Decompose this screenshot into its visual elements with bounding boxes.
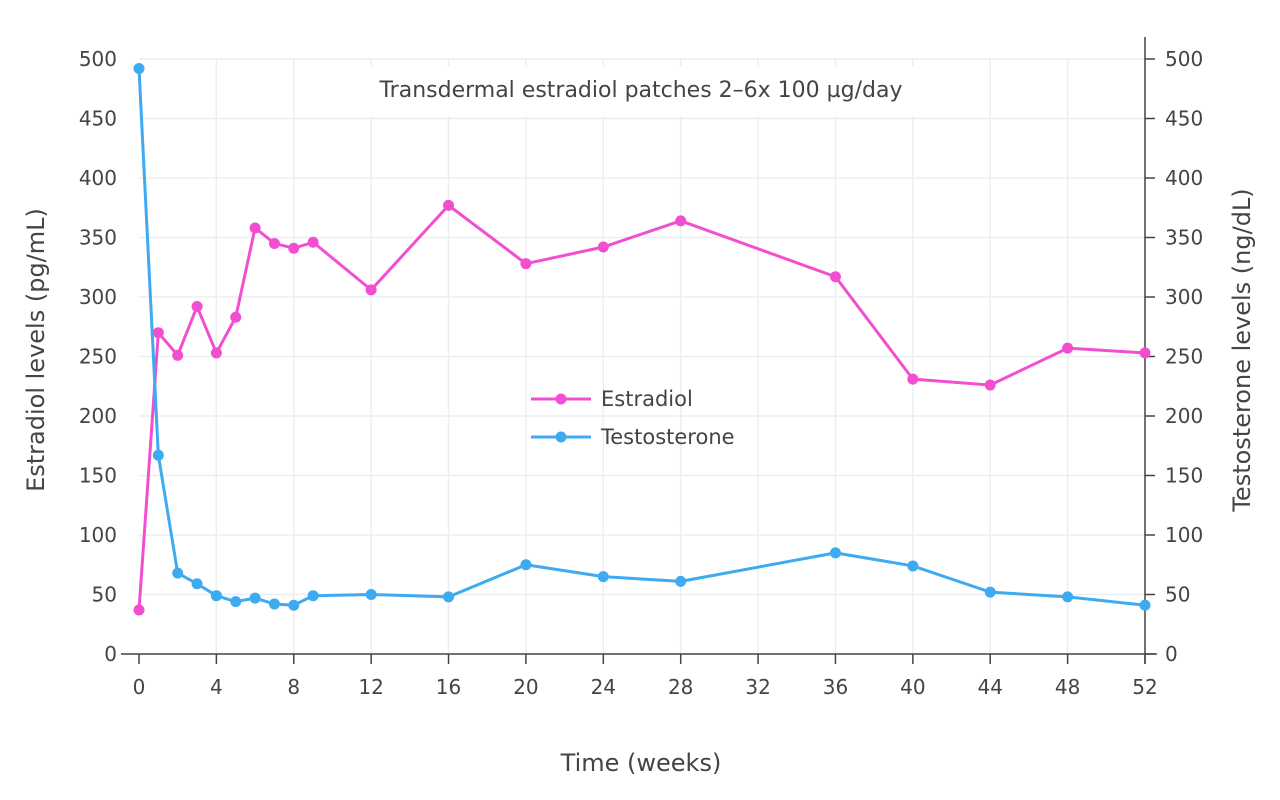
estradiol-point[interactable] (1139, 347, 1151, 359)
testosterone-point[interactable] (288, 599, 300, 611)
y2-axis-title: Testosterone levels (ng/dL) (1228, 188, 1256, 512)
testosterone-point[interactable] (152, 449, 164, 461)
y-axis-title: Estradiol levels (pg/mL) (22, 208, 50, 492)
y-tick-label: 350 (79, 226, 117, 250)
estradiol-point[interactable] (210, 347, 222, 359)
x-tick-label: 32 (745, 675, 770, 699)
testosterone-point[interactable] (520, 559, 532, 571)
estradiol-line (137, 203, 1146, 611)
testosterone-point[interactable] (365, 589, 377, 600)
x-tick-label: 16 (436, 675, 461, 699)
x-tick-label: 24 (591, 675, 616, 699)
y-tick-label: 100 (79, 523, 117, 547)
y-tick-label: 0 (104, 642, 117, 666)
estradiol-point[interactable] (172, 349, 184, 361)
legend-item-estradiol[interactable]: Estradiol (531, 387, 693, 411)
estradiol-point[interactable] (307, 236, 319, 248)
x-tick-label: 12 (358, 675, 383, 699)
testosterone-point[interactable] (249, 592, 261, 604)
estradiol-point[interactable] (191, 301, 203, 313)
legend-item-testosterone[interactable]: Testosterone (531, 425, 735, 449)
y2-tick-label: 450 (1165, 107, 1203, 131)
legend-swatch-marker (555, 431, 567, 443)
legend-swatch-marker (555, 393, 567, 405)
estradiol-point[interactable] (152, 327, 164, 339)
estradiol-point[interactable] (984, 379, 996, 391)
y-tick-label: 150 (79, 464, 117, 488)
y-tick-label: 450 (79, 107, 117, 131)
estradiol-point[interactable] (829, 271, 841, 283)
estradiol-point[interactable] (443, 199, 455, 211)
estradiol-point[interactable] (249, 222, 261, 234)
testosterone-point[interactable] (597, 571, 609, 583)
grid (139, 58, 1145, 654)
x-axis-title: Time (weeks) (560, 749, 722, 777)
y2-tick-label: 150 (1165, 464, 1203, 488)
testosterone-point[interactable] (230, 596, 242, 608)
y2-tick-label: 250 (1165, 345, 1203, 369)
x-tick-label: 36 (823, 675, 848, 699)
y-tick-label: 500 (79, 47, 117, 71)
testosterone-point[interactable] (268, 598, 280, 610)
estradiol-point[interactable] (1062, 342, 1074, 354)
y2-tick-label: 0 (1165, 642, 1178, 666)
y2-tick-label: 300 (1165, 285, 1203, 309)
testosterone-series (133, 63, 1151, 611)
testosterone-point[interactable] (443, 591, 455, 603)
estradiol-point[interactable] (230, 311, 242, 323)
estradiol-point[interactable] (288, 242, 300, 254)
estradiol-point[interactable] (675, 215, 687, 227)
legend-label: Testosterone (600, 425, 735, 449)
estradiol-point[interactable] (907, 373, 919, 385)
estradiol-point[interactable] (268, 237, 280, 249)
y2-tick-label: 50 (1165, 583, 1190, 607)
chart-title: Transdermal estradiol patches 2–6x 100 µ… (378, 78, 902, 103)
testosterone-point[interactable] (984, 586, 996, 598)
testosterone-point[interactable] (1139, 599, 1151, 611)
y-tick-label: 250 (79, 345, 117, 369)
x-tick-label: 8 (287, 675, 300, 699)
y2-tick-label: 200 (1165, 404, 1203, 428)
testosterone-point[interactable] (210, 590, 222, 602)
series (133, 63, 1151, 616)
x-tick-label: 40 (900, 675, 925, 699)
x-tick-label: 52 (1132, 675, 1157, 699)
legend-label: Estradiol (601, 387, 693, 411)
testosterone-point[interactable] (191, 578, 203, 590)
x-tick-label: 44 (978, 675, 1003, 699)
testosterone-point[interactable] (907, 560, 919, 572)
y2-tick-label: 350 (1165, 226, 1203, 250)
y-tick-label: 400 (79, 166, 117, 190)
estradiol-series (133, 199, 1151, 616)
y-tick-label: 50 (92, 583, 117, 607)
y2-tick-label: 400 (1165, 166, 1203, 190)
title-background (322, 66, 962, 116)
x-tick-label: 0 (133, 675, 146, 699)
x-tick-label: 20 (513, 675, 538, 699)
testosterone-point[interactable] (1062, 591, 1074, 603)
estradiol-point[interactable] (597, 241, 609, 253)
testosterone-point[interactable] (172, 567, 184, 579)
testosterone-point[interactable] (133, 63, 145, 75)
y-tick-label: 200 (79, 404, 117, 428)
legend[interactable]: Estradiol Testosterone (531, 387, 735, 449)
y-tick-label: 300 (79, 285, 117, 309)
x-tick-label: 48 (1055, 675, 1080, 699)
estradiol-point[interactable] (133, 604, 145, 616)
testosterone-line (137, 68, 1146, 607)
testosterone-point[interactable] (829, 547, 841, 559)
estradiol-point[interactable] (365, 284, 377, 296)
x-tick-label: 4 (210, 675, 223, 699)
y2-tick-label: 100 (1165, 523, 1203, 547)
x-tick-label: 28 (668, 675, 693, 699)
y2-tick-label: 500 (1165, 47, 1203, 71)
testosterone-point[interactable] (675, 575, 687, 587)
axes (121, 37, 1157, 664)
testosterone-point[interactable] (307, 590, 319, 602)
estradiol-point[interactable] (520, 258, 532, 270)
